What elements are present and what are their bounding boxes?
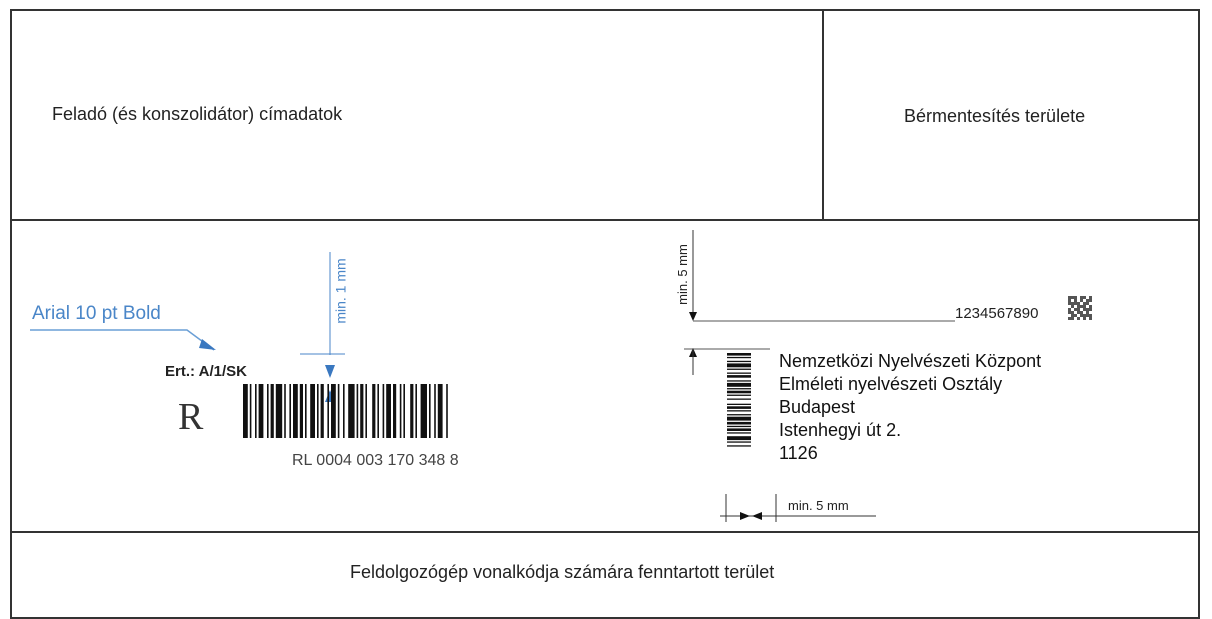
registered-barcode-number: RL 0004 003 170 348 8: [292, 452, 459, 470]
address-line: Istenhegyi út 2.: [779, 419, 1041, 442]
sender-area-label: Feladó (és konszolidátor) címadatok: [52, 104, 342, 125]
min-5mm-horizontal-label: min. 5 mm: [788, 498, 849, 513]
font-spec-annotation: Arial 10 pt Bold: [32, 303, 161, 325]
postage-divider: [822, 9, 824, 220]
recipient-address: Nemzetközi Nyelvészeti Központ Elméleti …: [779, 350, 1041, 465]
machine-barcode-area-label: Feldolgozógép vonalkódja számára fenntar…: [350, 562, 774, 583]
min-5mm-vertical-label: min. 5 mm: [675, 244, 690, 305]
address-line: Budapest: [779, 396, 1041, 419]
qr-code-icon: [1068, 296, 1092, 320]
min-1mm-label: min. 1 mm: [333, 258, 349, 323]
address-line: Elméleti nyelvészeti Osztály: [779, 373, 1041, 396]
top-divider: [10, 219, 1200, 221]
registered-barcode: [243, 384, 513, 438]
postage-area-label: Bérmentesítés területe: [904, 106, 1085, 127]
recipient-barcode: [727, 353, 751, 491]
min-5mm-horizontal-marker: [0, 0, 1, 1]
bottom-divider: [10, 531, 1200, 533]
service-code: Ert.: A/1/SK: [165, 363, 247, 380]
id-number: 1234567890: [955, 305, 1038, 322]
address-line: 1126: [779, 442, 1041, 465]
address-line: Nemzetközi Nyelvészeti Központ: [779, 350, 1041, 373]
registered-letter: R: [178, 395, 203, 439]
